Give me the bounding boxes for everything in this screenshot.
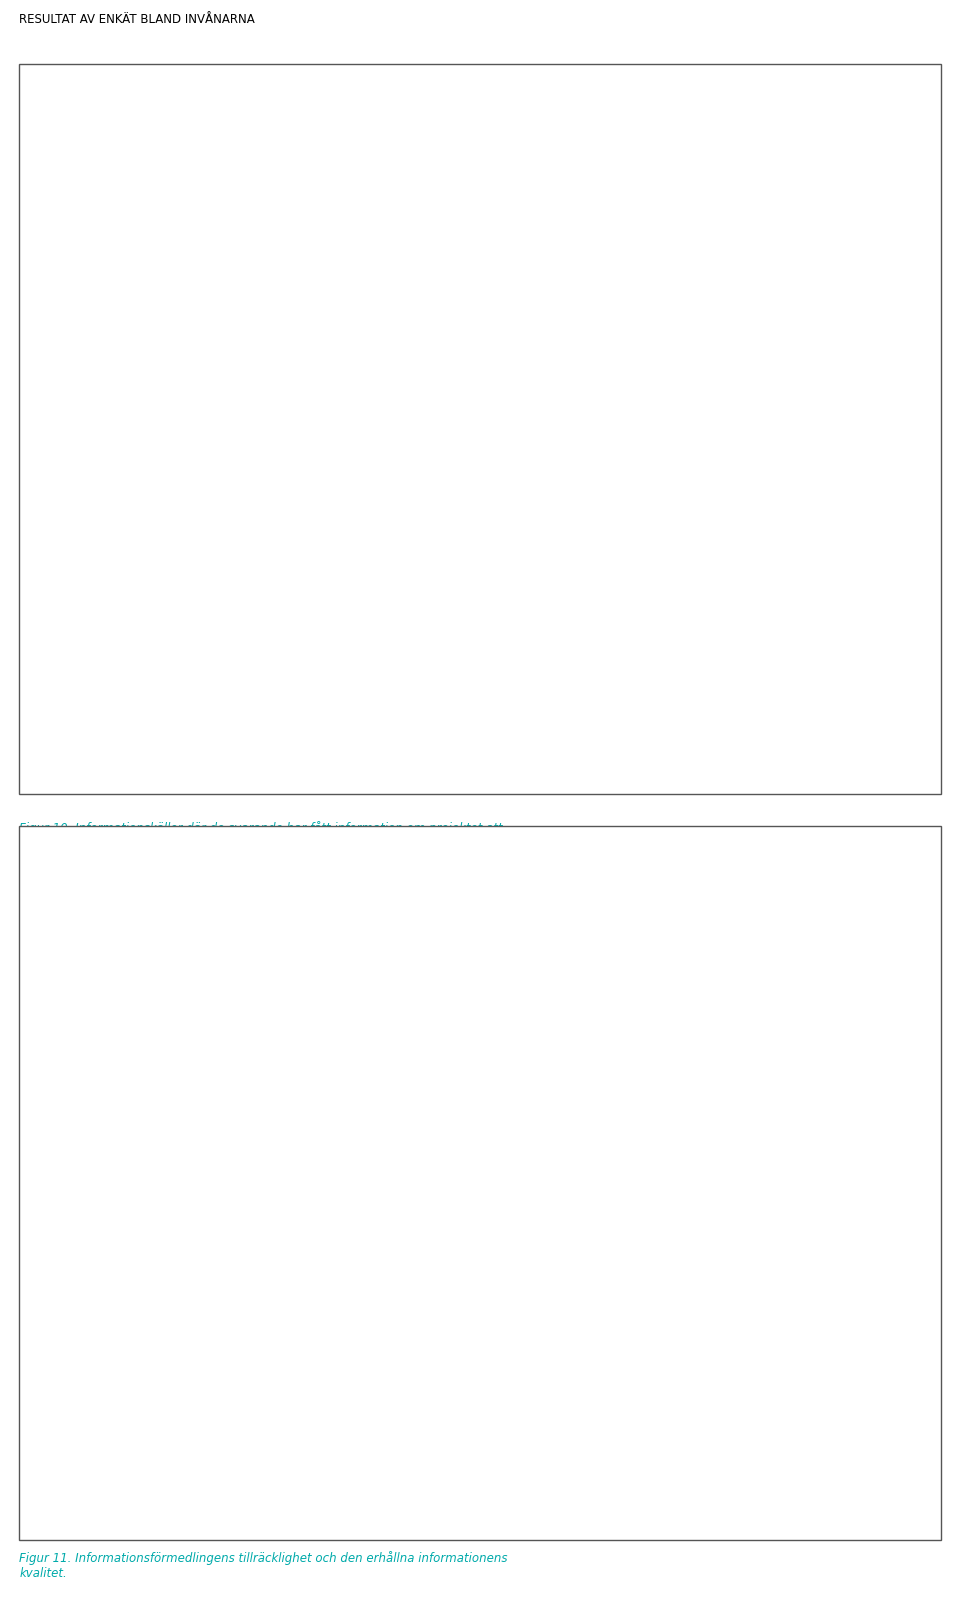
Text: 15: 15 xyxy=(270,1391,286,1404)
Text: 12: 12 xyxy=(491,488,505,500)
Bar xyxy=(240,1363,315,1432)
Text: 19: 19 xyxy=(683,1391,699,1404)
Text: 34: 34 xyxy=(541,1235,557,1248)
Bar xyxy=(424,674,639,703)
Text: Kansalaisjärjestöiltä (esim. ympäristöjärjestöt) / Av
frivilligorganisationer (t: Kansalaisjärjestöiltä (esim. ympäristöjä… xyxy=(144,239,420,260)
Bar xyxy=(424,382,461,411)
Text: 7: 7 xyxy=(465,390,472,403)
Text: 3: 3 xyxy=(444,292,451,305)
Bar xyxy=(424,284,440,313)
Text: 34: 34 xyxy=(516,1079,532,1092)
Text: Paikallislehdistä / I lokaltidningarna: Paikallislehdistä / I lokaltidningarna xyxy=(228,733,420,743)
Text: Muualta / Annanstans: Muualta / Annanstans xyxy=(301,196,420,205)
Text: 14: 14 xyxy=(267,1079,283,1092)
Text: Ympäristövaikutusten arviointiohjelmasta / I programmet för
miljökonsekvensbedöm: Ympäristövaikutusten arviointiohjelmasta… xyxy=(89,435,420,456)
Bar xyxy=(424,626,573,654)
Text: 26: 26 xyxy=(367,1079,383,1092)
Bar xyxy=(424,528,522,557)
Bar xyxy=(465,1208,634,1275)
Text: Pohjolan Voiman nettisivuilta / På Pohjolan Voimas
webbsidor: Pohjolan Voiman nettisivuilta / På Pohjo… xyxy=(147,385,420,407)
Text: Figur 10. Informationskällor där de svarande har fått information om projektet a: Figur 10. Informationskällor där de svar… xyxy=(19,821,503,850)
Text: Naapureilta tai muilta tutuilta / Av grannar eller andra
bekanta: Naapureilta tai muilta tutuilta / Av gra… xyxy=(126,531,420,553)
Text: RESULTAT AV ENKÄT BLAND INVÅNARNA: RESULTAT AV ENKÄT BLAND INVÅNARNA xyxy=(19,13,255,26)
Text: 17: 17 xyxy=(643,1079,659,1092)
Bar xyxy=(424,723,829,752)
Text: 20: 20 xyxy=(586,1391,602,1404)
Text: 28: 28 xyxy=(387,1235,402,1248)
Text: 5: 5 xyxy=(454,194,462,207)
Text: Figur 11. Informationsförmedlingens tillräcklighet och den erhållna informatione: Figur 11. Informationsförmedlingens till… xyxy=(19,1551,508,1580)
Text: 21: 21 xyxy=(537,584,551,598)
Text: Ymmärrettävästi
Begripligt
(N=624): Ymmärrettävästi Begripligt (N=624) xyxy=(126,1219,230,1262)
Bar xyxy=(693,1051,738,1120)
Bar xyxy=(544,1363,643,1432)
Bar xyxy=(424,186,450,215)
Bar xyxy=(415,1363,544,1432)
Text: 20: 20 xyxy=(357,1391,372,1404)
Text: 4: 4 xyxy=(449,340,457,354)
Bar xyxy=(424,480,486,508)
Bar xyxy=(440,1051,609,1120)
Bar xyxy=(643,1363,738,1432)
Text: 26: 26 xyxy=(471,1391,487,1404)
Text: Muilta nettisivuilta / På andra webbsidor: Muilta nettisivuilta / På andra webbsido… xyxy=(201,294,420,303)
Text: Liian vähän /
För lite: Liian vähän / För lite xyxy=(743,1383,824,1412)
Text: 7: 7 xyxy=(722,1235,730,1248)
Text: 42: 42 xyxy=(644,682,659,695)
Text: Pohjolan Voiman tiedotteista ja julkaisuista / I Pohjolan
Voimas meddelanden och: Pohjolan Voiman tiedotteista ja julkaisu… xyxy=(123,483,420,504)
Bar xyxy=(424,332,445,363)
Text: 9: 9 xyxy=(711,1079,720,1092)
Text: Valtakunnallisista sanomalehdistä / I rikstidningarna: Valtakunnallisista sanomalehdistä / I ri… xyxy=(136,635,420,645)
Text: (asteikko 1-5, jossa 1 huonoin ja 5 paras / skala 1-5, där 1 är sämst och 5 bäst: (asteikko 1-5, jossa 1 huonoin ja 5 para… xyxy=(244,909,716,922)
Text: 2: 2 xyxy=(439,244,446,257)
Text: 15: 15 xyxy=(663,1235,679,1248)
Bar xyxy=(424,576,532,606)
Text: 17: 17 xyxy=(275,1235,291,1248)
Text: Vaikeatajuisesti /
Svårbegripligt: Vaikeatajuisesti / Svårbegripligt xyxy=(743,1227,849,1256)
Text: Pohjolan Voiman yleisötilaisuuksista / På Pohjolan Voimas
möten för allmänheten: Pohjolan Voiman yleisötilaisuuksista / P… xyxy=(108,335,420,359)
Bar xyxy=(310,1051,440,1120)
Text: Selvästi / Tydligt
(N=601): Selvästi / Tydligt (N=601) xyxy=(129,1071,230,1099)
Bar xyxy=(708,1208,743,1275)
Text: 19: 19 xyxy=(526,536,541,549)
Text: Epäselvästi / Otydligt: Epäselvästi / Otydligt xyxy=(743,1079,876,1092)
Bar xyxy=(325,1208,465,1275)
Bar xyxy=(634,1208,708,1275)
Bar xyxy=(609,1051,693,1120)
Bar xyxy=(315,1363,415,1432)
Bar xyxy=(240,1208,325,1275)
Text: 29: 29 xyxy=(577,634,592,646)
Text: Mistä olette saanut tietoa merituulipuistosta /
Var har ni fått information om h: Mistä olette saanut tietoa merituulipuis… xyxy=(29,107,351,141)
Text: 7: 7 xyxy=(465,438,472,451)
Bar xyxy=(424,236,435,265)
Bar xyxy=(424,430,461,459)
Text: Tästä kyselystä / I den här enkäten: Tästä kyselystä / I den här enkäten xyxy=(230,683,420,693)
Text: Televisiosta tai radiosta / I tv eller radio: Televisiosta tai radiosta / I tv eller r… xyxy=(205,585,420,597)
Text: Merituulipuistosta on kerrottu… / Det har berättats om vindkraftsparken…: Merituulipuistosta on kerrottu… / Det ha… xyxy=(187,857,773,869)
Text: Riittävästi /
Tillräckligt
(N=663): Riittävästi / Tillräckligt (N=663) xyxy=(159,1376,230,1420)
Bar xyxy=(240,1051,310,1120)
Text: 79: 79 xyxy=(833,731,849,744)
